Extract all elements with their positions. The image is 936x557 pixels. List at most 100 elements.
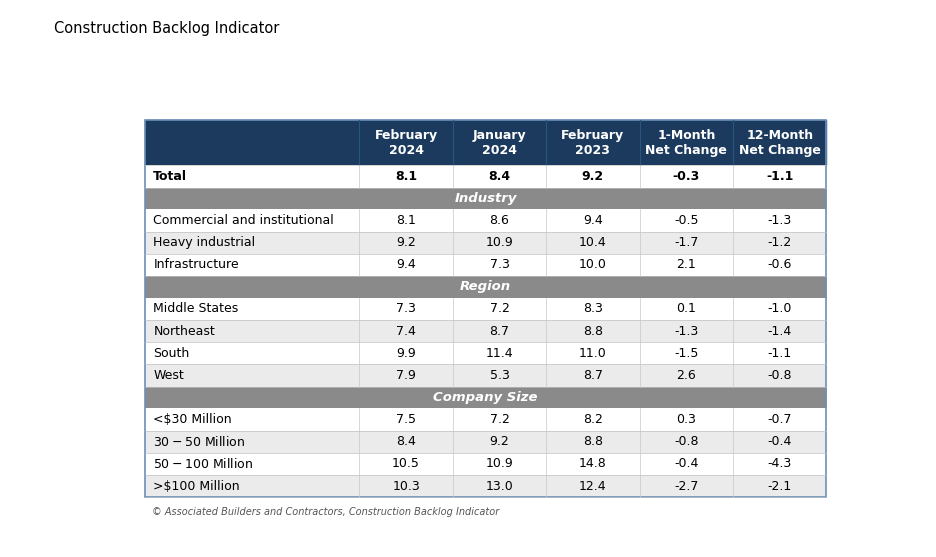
Text: 12.4: 12.4 <box>579 480 607 493</box>
Text: 10.4: 10.4 <box>579 236 607 249</box>
Text: -0.3: -0.3 <box>673 170 700 183</box>
Text: 9.4: 9.4 <box>396 258 416 271</box>
Text: 8.4: 8.4 <box>489 170 510 183</box>
Text: Industry: Industry <box>454 192 517 205</box>
Text: 8.1: 8.1 <box>395 170 417 183</box>
Text: February
2023: February 2023 <box>562 129 624 157</box>
Text: Middle States: Middle States <box>154 302 239 315</box>
Text: -1.3: -1.3 <box>768 214 792 227</box>
Bar <box>144 408 826 431</box>
Bar <box>144 431 826 453</box>
Text: 10.9: 10.9 <box>486 236 513 249</box>
Text: 8.7: 8.7 <box>490 325 509 338</box>
Bar <box>733 120 826 165</box>
Text: 9.2: 9.2 <box>490 435 509 448</box>
Bar <box>144 276 826 297</box>
Bar <box>144 120 826 497</box>
Text: 2.1: 2.1 <box>677 258 696 271</box>
Text: South: South <box>154 347 189 360</box>
Text: 9.2: 9.2 <box>582 170 604 183</box>
Text: -0.5: -0.5 <box>674 214 698 227</box>
Text: $30-$50 Million: $30-$50 Million <box>154 434 245 449</box>
Text: 0.3: 0.3 <box>677 413 696 426</box>
Bar <box>144 297 826 320</box>
Bar <box>144 276 826 297</box>
Text: 7.5: 7.5 <box>396 413 417 426</box>
Text: 10.9: 10.9 <box>486 457 513 471</box>
Text: -0.7: -0.7 <box>768 413 792 426</box>
Text: 5.3: 5.3 <box>490 369 509 382</box>
Text: -1.4: -1.4 <box>768 325 792 338</box>
Text: -1.1: -1.1 <box>766 170 794 183</box>
Bar <box>144 364 826 387</box>
Bar <box>639 120 733 165</box>
Bar <box>144 387 826 408</box>
Text: 11.0: 11.0 <box>579 347 607 360</box>
Text: -2.1: -2.1 <box>768 480 792 493</box>
Text: -0.4: -0.4 <box>674 457 698 471</box>
Text: 7.2: 7.2 <box>490 302 509 315</box>
Text: 9.4: 9.4 <box>583 214 603 227</box>
Text: 7.4: 7.4 <box>396 325 416 338</box>
Text: -0.8: -0.8 <box>768 369 792 382</box>
Text: 10.3: 10.3 <box>392 480 420 493</box>
Bar <box>144 120 359 165</box>
Bar <box>359 120 453 165</box>
Text: Construction Backlog Indicator: Construction Backlog Indicator <box>54 21 280 36</box>
Bar <box>144 453 826 475</box>
Text: -1.7: -1.7 <box>674 236 698 249</box>
Text: Northeast: Northeast <box>154 325 215 338</box>
Bar <box>144 165 826 188</box>
Text: 14.8: 14.8 <box>579 457 607 471</box>
Text: -1.3: -1.3 <box>674 325 698 338</box>
Text: 7.3: 7.3 <box>490 258 509 271</box>
Text: 7.2: 7.2 <box>490 413 509 426</box>
Text: 8.4: 8.4 <box>396 435 416 448</box>
Text: -0.4: -0.4 <box>768 435 792 448</box>
Text: -1.0: -1.0 <box>768 302 792 315</box>
Text: 13.0: 13.0 <box>486 480 513 493</box>
Text: -0.6: -0.6 <box>768 258 792 271</box>
Bar <box>144 232 826 254</box>
Text: 7.9: 7.9 <box>396 369 416 382</box>
Text: 8.7: 8.7 <box>583 369 603 382</box>
Bar <box>144 188 826 209</box>
Bar <box>144 320 826 342</box>
Bar <box>453 120 547 165</box>
Text: 2.6: 2.6 <box>677 369 696 382</box>
Text: 8.8: 8.8 <box>583 325 603 338</box>
Text: >$100 Million: >$100 Million <box>154 480 240 493</box>
Text: January
2024: January 2024 <box>473 129 526 157</box>
Text: 10.0: 10.0 <box>579 258 607 271</box>
Text: 8.6: 8.6 <box>490 214 509 227</box>
Text: -1.2: -1.2 <box>768 236 792 249</box>
Text: Company Size: Company Size <box>433 391 538 404</box>
Text: Heavy industrial: Heavy industrial <box>154 236 256 249</box>
Text: West: West <box>154 369 184 382</box>
Text: 9.9: 9.9 <box>396 347 416 360</box>
Text: 11.4: 11.4 <box>486 347 513 360</box>
Text: -4.3: -4.3 <box>768 457 792 471</box>
Text: 12-Month
Net Change: 12-Month Net Change <box>739 129 821 157</box>
Bar <box>144 475 826 497</box>
Text: Total: Total <box>154 170 187 183</box>
Bar <box>144 209 826 232</box>
Text: -2.7: -2.7 <box>674 480 698 493</box>
Text: 8.8: 8.8 <box>583 435 603 448</box>
Text: 8.2: 8.2 <box>583 413 603 426</box>
Text: <$30 Million: <$30 Million <box>154 413 232 426</box>
Bar <box>144 120 826 165</box>
Bar <box>144 188 826 209</box>
Text: -0.8: -0.8 <box>674 435 698 448</box>
Text: Infrastructure: Infrastructure <box>154 258 239 271</box>
Bar <box>547 120 639 165</box>
Bar <box>144 387 826 408</box>
Text: -1.5: -1.5 <box>674 347 698 360</box>
Text: February
2024: February 2024 <box>374 129 438 157</box>
Text: 7.3: 7.3 <box>396 302 416 315</box>
Text: Region: Region <box>460 280 511 294</box>
Bar <box>144 254 826 276</box>
Text: 8.3: 8.3 <box>583 302 603 315</box>
Text: $50-$100 Million: $50-$100 Million <box>154 457 254 471</box>
Text: 1-Month
Net Change: 1-Month Net Change <box>646 129 727 157</box>
